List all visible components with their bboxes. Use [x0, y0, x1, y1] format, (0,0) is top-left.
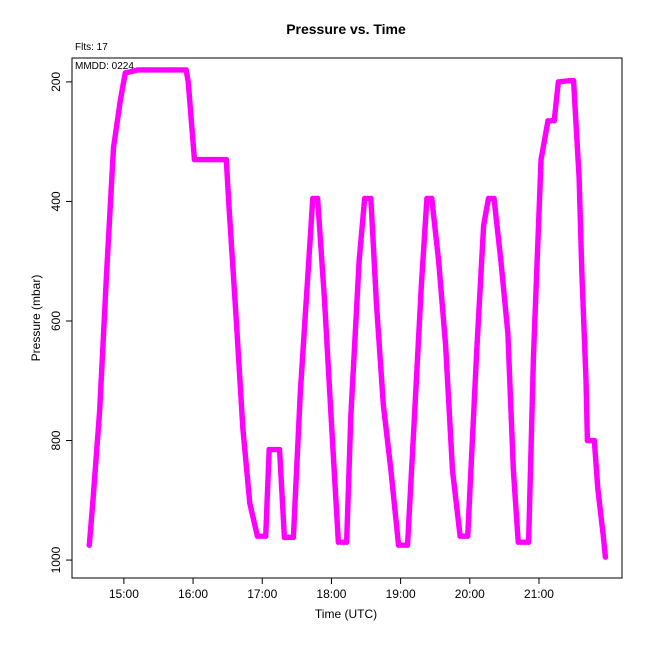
data-point [411, 416, 418, 422]
y-tick-label: 400 [49, 191, 63, 211]
data-point [442, 339, 449, 346]
data-point [373, 298, 380, 304]
data-point [96, 410, 103, 416]
data-point [504, 327, 511, 334]
data-point [600, 531, 606, 537]
y-tick-label: 800 [49, 430, 63, 450]
data-point [418, 284, 425, 291]
data-point [579, 268, 585, 274]
data-points [86, 67, 609, 560]
data-point [239, 423, 246, 430]
data-point [110, 147, 117, 153]
data-point [387, 465, 394, 472]
data-point [497, 256, 504, 262]
data-point [530, 356, 537, 362]
plot-frame [71, 57, 623, 579]
data-point [587, 437, 593, 444]
data-point [480, 224, 487, 231]
y-axis-label: Pressure (mbar) [29, 275, 43, 362]
data-point [246, 498, 253, 504]
x-tick-label: 16:00 [178, 587, 208, 601]
flights-annotation: Flts: 17 [75, 42, 108, 53]
data-point [233, 310, 239, 316]
date-annotation: MMDD: 0224 [75, 61, 134, 72]
data-point [304, 284, 310, 291]
data-point [563, 78, 569, 84]
data-point [449, 465, 456, 472]
data-point [198, 156, 204, 163]
data-point [347, 416, 354, 422]
x-tick-label: 18:00 [316, 587, 346, 601]
data-point [583, 375, 589, 382]
data-point [356, 260, 362, 267]
data-point [226, 202, 232, 208]
x-axis-label: Time (UTC) [315, 607, 377, 621]
data-point [473, 350, 480, 356]
data-point [297, 392, 303, 398]
data-point [328, 417, 335, 424]
x-axis: 15:00 16:00 17:00 18:00 19:00 20:00 21:00 [109, 578, 554, 601]
y-tick-label: 1000 [49, 546, 63, 573]
data-point [602, 551, 608, 558]
data-point [536, 212, 542, 219]
data-point [185, 76, 191, 83]
x-tick-label: 20:00 [455, 587, 485, 601]
x-tick-label: 21:00 [524, 587, 554, 601]
y-tick-label: 200 [49, 72, 63, 92]
data-point [89, 502, 96, 509]
y-axis: 200 400 600 800 1000 [49, 72, 72, 573]
data-point [380, 399, 386, 406]
data-point [254, 531, 260, 537]
data-point [132, 67, 139, 74]
data-point [117, 99, 123, 105]
data-point [510, 465, 517, 471]
data-point [538, 159, 544, 165]
data-point [103, 272, 110, 279]
x-tick-label: 17:00 [247, 587, 277, 601]
data-point [435, 256, 442, 262]
data-point [321, 295, 328, 301]
x-tick-label: 19:00 [386, 587, 416, 601]
x-tick-label: 15:00 [109, 587, 139, 601]
data-point [594, 483, 601, 489]
y-tick-label: 600 [49, 311, 63, 331]
chart-title: Pressure vs. Time [286, 21, 406, 37]
data-point [576, 172, 582, 179]
